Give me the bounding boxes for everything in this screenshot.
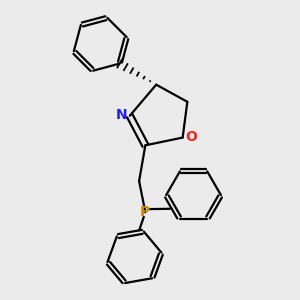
- Text: P: P: [140, 205, 151, 219]
- Text: O: O: [185, 130, 197, 144]
- Text: N: N: [115, 108, 127, 122]
